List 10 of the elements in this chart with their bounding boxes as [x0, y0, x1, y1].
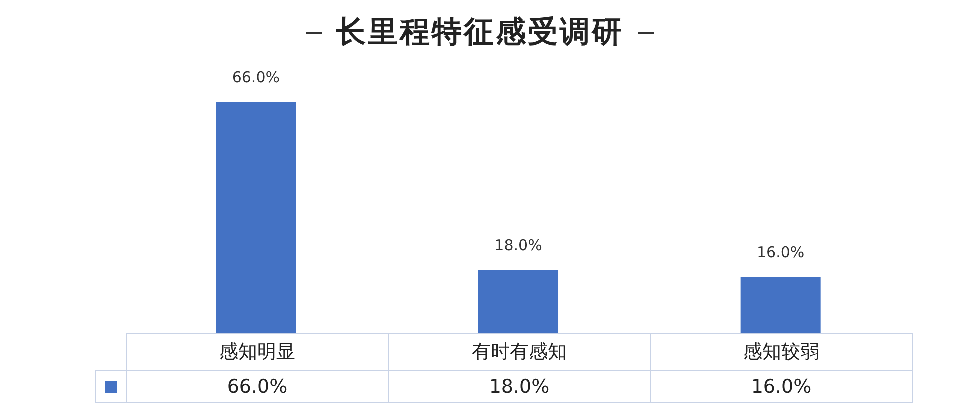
x-tick-label: 感知明显 — [126, 334, 388, 370]
text: 16.0% — [757, 243, 805, 262]
text: 66.0% — [232, 68, 280, 86]
x-tick-label: 有时有感知 — [388, 334, 650, 370]
data-label: 16.0% — [650, 370, 912, 402]
text: 18.0% — [494, 236, 542, 254]
data-label: 66.0% — [126, 370, 388, 402]
x-tick-label: 感知较弱 — [650, 334, 912, 370]
data-label: 18.0% — [388, 370, 650, 402]
chart-title: 长里程特征感受调研 — [336, 14, 624, 52]
